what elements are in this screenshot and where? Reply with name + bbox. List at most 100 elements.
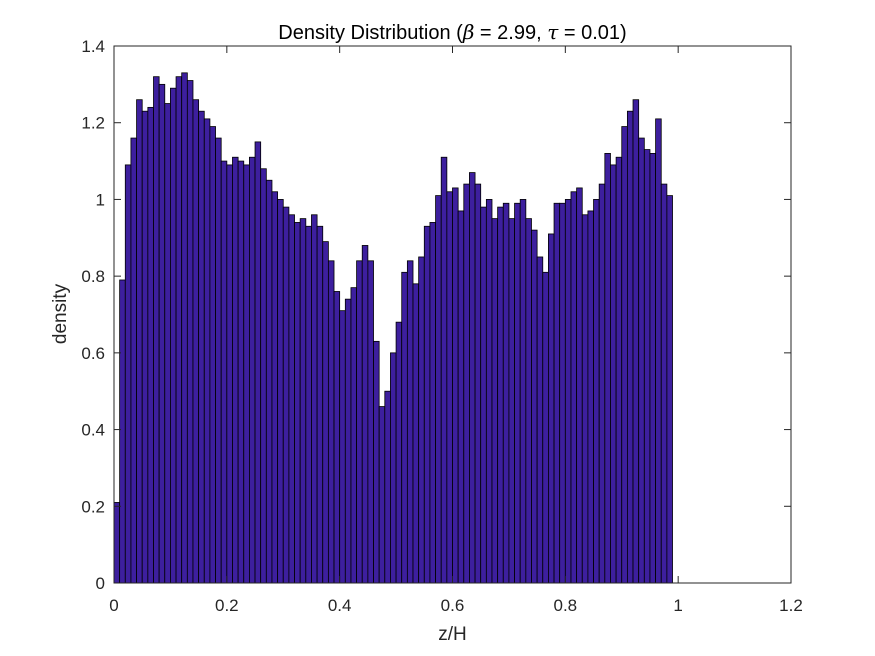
x-tick-label: 0.2 [215,596,239,615]
histogram-bar [277,199,284,584]
histogram-bar [367,260,374,584]
histogram-bar [181,72,188,584]
histogram-bar [215,137,222,584]
histogram-bar [655,118,662,584]
histogram-bar [344,298,352,584]
histogram-bar [378,406,386,584]
histogram-bar [452,187,459,584]
histogram-bar [175,76,183,584]
y-tick-label: 0 [96,574,105,593]
histogram-bar [339,310,346,584]
y-tick-label: 0.2 [81,497,105,516]
histogram-bar [384,390,391,584]
histogram-bar [333,291,341,584]
histogram-bar [198,110,205,584]
histogram-bar [429,222,436,584]
histogram-bar [469,172,476,584]
histogram-bar [158,83,166,584]
histogram-bar [186,80,194,584]
histogram-bar [587,210,594,584]
histogram-bar [271,191,279,584]
y-axis-label: density [50,283,71,344]
y-tick-label: 0.4 [81,421,105,440]
x-tick-label: 0 [109,596,118,615]
histogram-bar [542,271,549,584]
histogram-bar [519,199,527,584]
x-tick-label: 1.2 [779,596,803,615]
histogram-bar [164,103,171,584]
histogram-bar [638,137,645,584]
ticks-layer: 0 0.2 0.4 0.6 0.8 1 1.2 0 0.2 0.4 0.6 0.8 1 1.2 1.4 [81,37,802,615]
y-tick-label: 1.4 [81,37,105,56]
histogram-bar [237,160,245,584]
histogram-bar [435,195,442,584]
histogram-bar [502,202,510,584]
histogram-bar [260,168,267,584]
histogram-bar [282,206,290,584]
histogram-bar [243,164,250,584]
histogram-bar [265,179,273,584]
histogram-bar [632,99,640,584]
histogram-bar [248,156,256,584]
histogram-bar [576,187,583,584]
histogram-bar [350,287,357,584]
y-tick-label: 1 [96,190,105,209]
histogram-bar [604,152,611,584]
histogram-bar [598,183,606,584]
histogram-bar [626,110,634,584]
histogram-bar [356,260,363,584]
histogram-bar [485,199,493,584]
histogram-bar [491,218,499,584]
histogram-bar [412,283,420,584]
histogram-bar [615,156,623,584]
y-tick-label: 1.2 [81,114,105,133]
histogram-bar [570,191,578,584]
histogram-bar [525,218,532,584]
title-tau-symbol: τ [547,20,559,44]
histogram-bar [390,352,397,584]
y-tick-label: 0.8 [81,267,105,286]
histogram-bar [666,195,673,584]
histogram-bar [136,99,143,584]
histogram-bar [209,126,216,584]
histogram-bar [124,164,132,584]
histogram-bar [480,206,487,584]
histogram-bar [192,99,200,584]
histogram-bar [130,137,137,584]
histogram-bar [395,321,403,584]
histogram-bar [299,218,307,584]
histogram-bar [327,260,335,584]
histogram-bar [311,214,318,584]
x-axis-label: z/H [438,624,467,645]
x-tick-label: 0.8 [554,596,578,615]
histogram-bar [288,214,295,584]
histogram-bar [361,245,369,584]
histogram-bar [401,271,408,584]
histogram-bar [497,206,504,584]
x-tick-label: 0.6 [441,596,465,615]
histogram-bar [294,222,301,584]
histogram-bar [254,141,262,584]
chart-title: Density Distribution (β = 2.99, τ = 0.01… [278,20,626,44]
histogram-bar [147,106,154,584]
histogram-bar [536,256,544,584]
histogram-bar [553,202,561,584]
histogram-bar [621,126,628,584]
histogram-bar [119,279,126,584]
x-tick-label: 0.4 [328,596,352,615]
histogram-bar [440,156,448,584]
title-tau-value: = 0.01) [558,22,626,44]
histogram-bar [463,183,470,584]
histogram-bar [446,191,453,584]
histogram-bar [593,199,600,584]
histogram-bar [559,202,566,584]
histogram-bar [418,256,425,584]
histogram-bar [581,214,589,584]
histogram-bar [373,340,380,584]
title-beta-symbol: β [462,20,475,44]
histogram-bar [508,218,515,584]
histogram-bar [406,260,414,584]
histogram-bar [322,241,329,584]
histogram-bar [316,225,324,584]
